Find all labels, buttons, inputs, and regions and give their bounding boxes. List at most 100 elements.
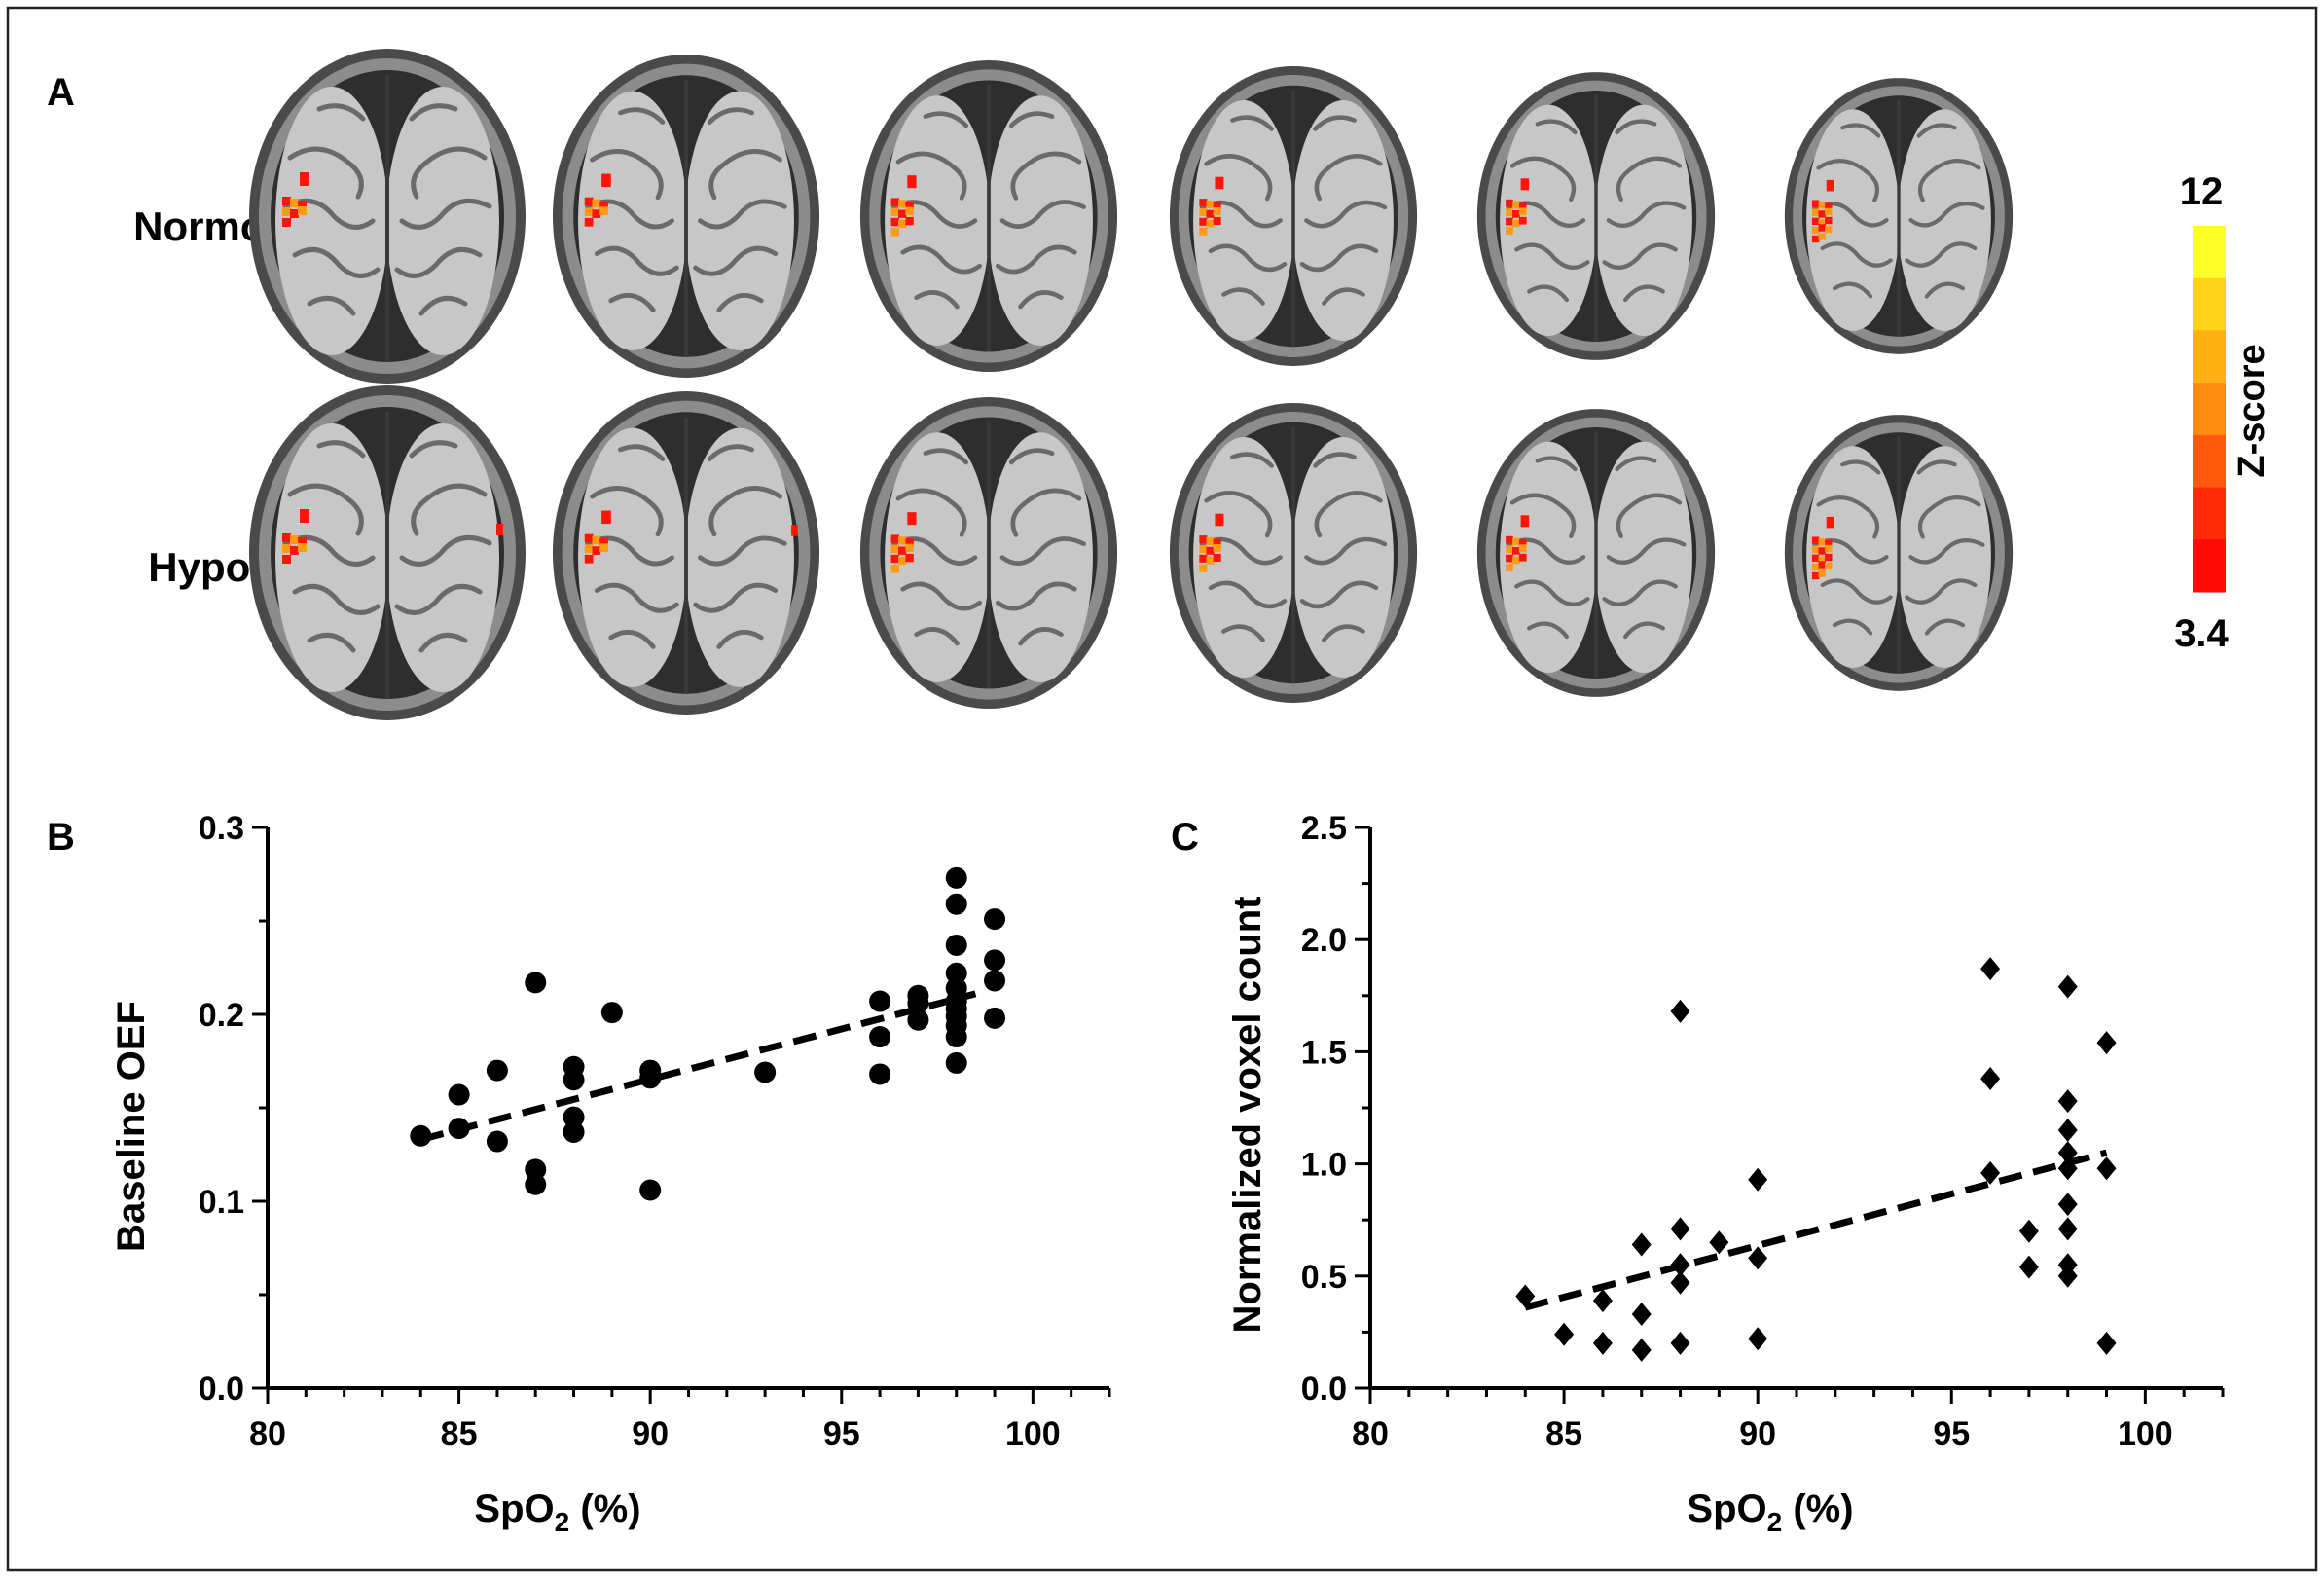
activation-voxel bbox=[1818, 556, 1826, 564]
panel-b-label: B bbox=[47, 816, 75, 859]
x-tick-label: 80 bbox=[249, 1415, 286, 1452]
sulcus bbox=[590, 149, 664, 201]
sulcus bbox=[394, 583, 483, 615]
activation-voxel bbox=[1506, 199, 1513, 207]
sulcus bbox=[707, 444, 754, 461]
activation-voxel bbox=[298, 543, 307, 552]
activation-voxel bbox=[1825, 553, 1833, 562]
activation-voxel bbox=[1825, 544, 1833, 553]
activation-voxel bbox=[599, 537, 608, 547]
y-tick-label: 0.0 bbox=[1301, 1371, 1347, 1408]
activation-voxel bbox=[584, 554, 594, 564]
data-point bbox=[1592, 1331, 1613, 1355]
y-tick-label: 0.3 bbox=[199, 810, 244, 847]
colorbar-segment bbox=[2193, 434, 2226, 489]
colorbar-segment bbox=[2193, 383, 2226, 436]
activation-voxel bbox=[1818, 210, 1826, 218]
activation-voxel bbox=[599, 206, 608, 216]
data-point bbox=[945, 1051, 967, 1074]
sulcus bbox=[1616, 493, 1683, 538]
activation-voxel bbox=[890, 198, 899, 206]
sulcus bbox=[1820, 578, 1893, 605]
activation-voxel bbox=[1199, 207, 1208, 216]
activation-voxel bbox=[905, 216, 914, 226]
activation-voxel bbox=[907, 512, 917, 526]
data-point bbox=[600, 1002, 623, 1024]
zscore-colorbar: 12 3.4 Z-score bbox=[2174, 170, 2272, 655]
sulcus bbox=[1208, 580, 1288, 609]
activation-voxel bbox=[1811, 571, 1820, 580]
colorbar-min-label: 3.4 bbox=[2174, 612, 2229, 655]
data-point bbox=[869, 990, 891, 1012]
activation-voxel bbox=[1199, 227, 1208, 236]
data-point bbox=[1670, 1331, 1690, 1355]
right-hemisphere bbox=[1595, 441, 1692, 673]
sulcus bbox=[693, 582, 779, 613]
data-point bbox=[907, 992, 929, 1014]
left-hemisphere bbox=[1500, 441, 1597, 673]
sulcus bbox=[999, 536, 1086, 566]
data-point bbox=[563, 1106, 585, 1128]
activation-voxel bbox=[1520, 178, 1530, 191]
brain-slice bbox=[1476, 409, 1716, 697]
activation-voxel bbox=[1811, 235, 1820, 243]
sulcus bbox=[716, 293, 764, 312]
x-tick-label: 95 bbox=[1933, 1415, 1970, 1452]
sulcus bbox=[1509, 156, 1577, 202]
activation-voxel bbox=[890, 544, 899, 553]
activation-voxel bbox=[298, 201, 307, 209]
sulcus bbox=[1908, 202, 1985, 228]
sulcus bbox=[698, 199, 787, 230]
activation-voxel bbox=[898, 536, 907, 545]
data-point bbox=[563, 1120, 585, 1143]
data-point bbox=[525, 1173, 547, 1195]
chart-c-y-axis-label: Normalized voxel count bbox=[1226, 897, 1269, 1334]
activation-voxel bbox=[1811, 554, 1820, 563]
activation-voxel bbox=[1199, 554, 1208, 563]
x-tick-label: 90 bbox=[1739, 1415, 1776, 1452]
activation-voxel bbox=[1818, 538, 1826, 546]
sulcus bbox=[1840, 123, 1881, 138]
activation-voxel bbox=[1199, 535, 1208, 544]
activation-voxel bbox=[1206, 536, 1215, 545]
left-hemisphere bbox=[1806, 446, 1900, 668]
data-point bbox=[2096, 1156, 2117, 1181]
sulcus bbox=[1840, 459, 1881, 475]
sulcus bbox=[418, 632, 468, 653]
sulcus bbox=[618, 107, 666, 125]
activation-voxel bbox=[1512, 537, 1520, 546]
sulcus bbox=[594, 245, 679, 276]
y-tick-label: 2.0 bbox=[1301, 922, 1347, 959]
activation-voxel bbox=[1506, 554, 1513, 563]
sulcus bbox=[900, 581, 983, 611]
sulcus bbox=[1615, 119, 1657, 135]
sulcus bbox=[1514, 579, 1590, 606]
left-hemisphere bbox=[1500, 104, 1597, 336]
data-point bbox=[1515, 1284, 1536, 1308]
data-point bbox=[1709, 1230, 1729, 1255]
colorbar-segment bbox=[2193, 487, 2226, 540]
activation-voxel bbox=[592, 535, 601, 545]
data-point bbox=[945, 1026, 967, 1048]
activation-voxel bbox=[496, 524, 503, 535]
sulcus bbox=[1208, 243, 1288, 273]
sulcus bbox=[1602, 579, 1678, 606]
activation-voxel bbox=[1818, 202, 1826, 209]
activation-voxel bbox=[1518, 202, 1527, 210]
activation-voxel bbox=[592, 546, 601, 555]
activation-voxel bbox=[1518, 553, 1527, 562]
data-point bbox=[945, 934, 967, 956]
activation-voxel bbox=[1518, 216, 1527, 225]
data-point bbox=[869, 1026, 891, 1048]
sulcus bbox=[1622, 284, 1665, 303]
sulcus bbox=[409, 440, 458, 459]
sulcus bbox=[698, 535, 787, 567]
data-point bbox=[984, 949, 1006, 972]
sulcus bbox=[895, 151, 967, 201]
activation-voxel bbox=[1512, 219, 1520, 228]
brain-slice bbox=[1169, 66, 1418, 366]
right-hemisphere bbox=[1898, 109, 1991, 331]
sulcus bbox=[1917, 159, 1981, 202]
right-hemisphere bbox=[988, 432, 1093, 682]
sulcus bbox=[307, 295, 356, 316]
